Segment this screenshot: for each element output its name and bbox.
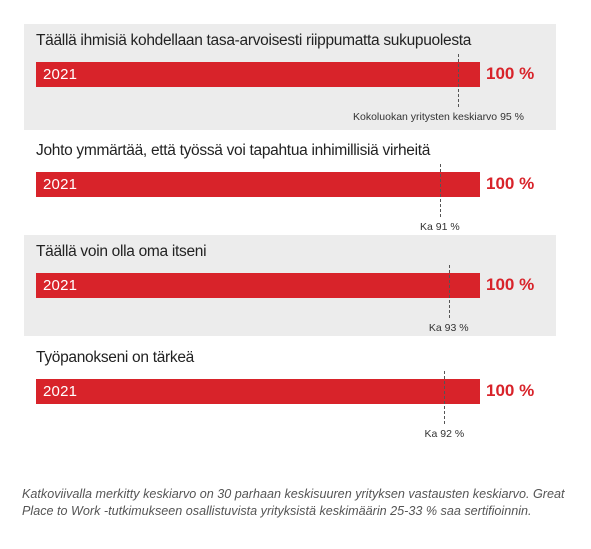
average-label: Kokoluokan yritysten keskiarvo 95 % [353, 111, 524, 123]
bar-year-label: 2021 [43, 383, 78, 400]
result-bar: 2021 [36, 172, 480, 197]
average-marker-line [440, 164, 442, 217]
question-panel: Täällä ihmisiä kohdellaan tasa-arvoisest… [24, 24, 556, 130]
question-title: Täällä voin olla oma itseni [36, 243, 207, 260]
value-label: 100 % [486, 381, 535, 400]
average-label: Ka 93 % [428, 322, 469, 334]
question-panel: Johto ymmärtää, että työssä voi tapahtua… [24, 134, 556, 233]
result-bar: 2021 [36, 273, 480, 298]
value-label: 100 % [486, 64, 535, 83]
bar-year-label: 2021 [43, 176, 78, 193]
result-bar: 2021 [36, 379, 480, 404]
average-marker-line [457, 54, 459, 107]
question-title: Täällä ihmisiä kohdellaan tasa-arvoisest… [36, 32, 472, 49]
value-label: 100 % [486, 174, 535, 193]
question-panel: Työpanokseni on tärkeä 2021 100 % Ka 92 % [24, 341, 556, 440]
bar-year-label: 2021 [43, 277, 78, 294]
question-panel: Täällä voin olla oma itseni 2021 100 % Ka 9… [24, 235, 556, 336]
result-bar: 2021 [36, 62, 480, 87]
bar-year-label: 2021 [43, 66, 78, 83]
average-label: Ka 91 % [420, 221, 460, 233]
question-title: Johto ymmärtää, että työssä voi tapahtua… [36, 142, 431, 159]
question-title: Työpanokseni on tärkeä [36, 349, 194, 366]
value-label: 100 % [486, 275, 535, 294]
average-marker-line [448, 265, 450, 318]
chart-caption: Katkoviivalla merkitty keskiarvo on 30 p… [22, 487, 565, 518]
average-label: Ka 92 % [424, 428, 465, 440]
average-marker-line [444, 371, 446, 424]
